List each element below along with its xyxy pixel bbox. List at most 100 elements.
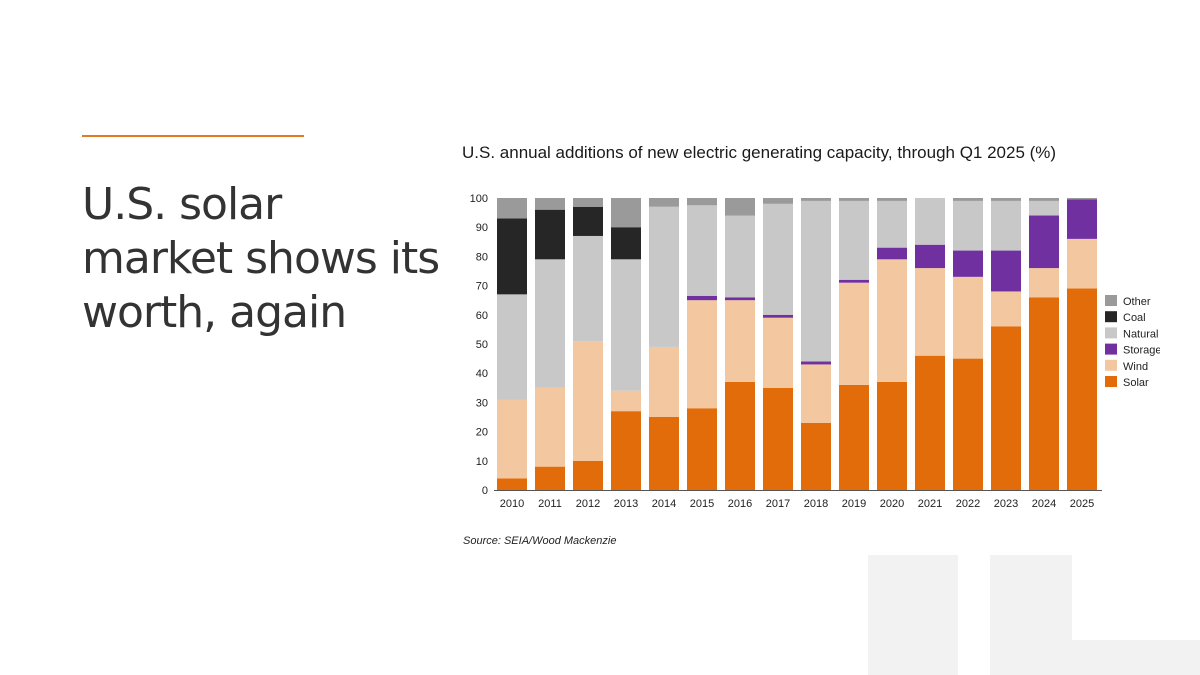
bar-other-2010 bbox=[497, 198, 527, 219]
bar-natural-gas-2014 bbox=[649, 206, 679, 347]
legend: Other Coal Natural gas Storage Wind Solar bbox=[1105, 295, 1160, 389]
legend-label-coal: Coal bbox=[1123, 312, 1146, 324]
bar-natural-gas-2022 bbox=[953, 200, 983, 251]
x-tick-label: 2022 bbox=[956, 498, 980, 510]
y-tick-label: 100 bbox=[470, 193, 488, 205]
bar-natural-gas-2019 bbox=[839, 200, 869, 280]
bar-natural-gas-2020 bbox=[877, 200, 907, 248]
bar-natural-gas-2016 bbox=[725, 215, 755, 298]
bar-storage-2020 bbox=[877, 247, 907, 260]
bar-natural-gas-2013 bbox=[611, 259, 641, 391]
bar-other-2012 bbox=[573, 198, 603, 207]
bar-other-2013 bbox=[611, 198, 641, 228]
bar-wind-2013 bbox=[611, 390, 641, 412]
bar-wind-2010 bbox=[497, 399, 527, 479]
bar-natural-gas-2023 bbox=[991, 200, 1021, 251]
bar-storage-2022 bbox=[953, 250, 983, 277]
bars-group bbox=[497, 198, 1097, 490]
bar-other-2011 bbox=[535, 198, 565, 210]
bar-other-2023 bbox=[991, 198, 1021, 201]
x-tick-label: 2014 bbox=[652, 498, 676, 510]
bar-other-2015 bbox=[687, 198, 717, 206]
y-tick-label: 90 bbox=[476, 222, 488, 234]
chart-title: U.S. annual additions of new electric ge… bbox=[462, 143, 1057, 162]
bar-natural-gas-2012 bbox=[573, 235, 603, 342]
legend-swatch-solar bbox=[1105, 376, 1117, 387]
x-tick-label: 2012 bbox=[576, 498, 600, 510]
bar-storage-2023 bbox=[991, 250, 1021, 292]
bar-wind-2021 bbox=[915, 268, 945, 356]
y-tick-label: 60 bbox=[476, 310, 488, 322]
bar-wind-2023 bbox=[991, 291, 1021, 327]
bar-solar-2010 bbox=[497, 478, 527, 490]
x-tick-label: 2025 bbox=[1070, 498, 1094, 510]
y-axis: 0 10 20 30 40 50 60 70 80 90 100 bbox=[470, 193, 488, 497]
title-accent-line bbox=[82, 135, 304, 137]
decor-inner-white bbox=[1072, 555, 1200, 640]
bar-wind-2025 bbox=[1067, 238, 1097, 289]
bar-solar-2021 bbox=[915, 355, 945, 490]
x-tick-label: 2018 bbox=[804, 498, 828, 510]
slide-title: U.S. solar market shows its worth, again bbox=[82, 179, 440, 338]
bar-other-2024 bbox=[1029, 198, 1059, 201]
bar-solar-2013 bbox=[611, 411, 641, 490]
legend-swatch-other bbox=[1105, 295, 1117, 306]
y-tick-label: 40 bbox=[476, 368, 488, 380]
y-tick-label: 70 bbox=[476, 281, 488, 293]
bar-solar-2024 bbox=[1029, 297, 1059, 490]
bar-wind-2022 bbox=[953, 276, 983, 359]
stacked-bar-chart: 0 10 20 30 40 50 60 70 80 90 100 2010 2011 2012 2013 2… bbox=[470, 193, 1160, 510]
bar-solar-2018 bbox=[801, 422, 831, 490]
legend-label-other: Other bbox=[1123, 296, 1151, 308]
bar-natural-gas-2021 bbox=[915, 198, 945, 245]
bar-coal-2011 bbox=[535, 209, 565, 260]
bar-solar-2011 bbox=[535, 466, 565, 490]
bar-natural-gas-2015 bbox=[687, 205, 717, 296]
x-tick-label: 2011 bbox=[538, 498, 562, 510]
x-tick-label: 2019 bbox=[842, 498, 866, 510]
legend-swatch-wind bbox=[1105, 359, 1117, 371]
bar-wind-2024 bbox=[1029, 268, 1059, 298]
y-tick-label: 50 bbox=[476, 339, 488, 351]
legend-label-wind: Wind bbox=[1123, 361, 1148, 373]
decor-block-left bbox=[868, 555, 958, 675]
x-tick-label: 2023 bbox=[994, 498, 1018, 510]
bar-coal-2012 bbox=[573, 206, 603, 236]
bar-storage-2015 bbox=[687, 295, 717, 301]
bar-wind-2014 bbox=[649, 346, 679, 417]
bar-storage-2024 bbox=[1029, 215, 1059, 269]
chart-source: Source: SEIA/Wood Mackenzie bbox=[463, 535, 617, 547]
y-tick-label: 20 bbox=[476, 427, 488, 439]
bar-storage-2019 bbox=[839, 279, 869, 283]
bar-solar-2020 bbox=[877, 381, 907, 490]
y-tick-label: 0 bbox=[482, 485, 488, 497]
bar-coal-2010 bbox=[497, 218, 527, 295]
x-tick-label: 2010 bbox=[500, 498, 524, 510]
x-tick-label: 2021 bbox=[918, 498, 942, 510]
legend-swatch-coal bbox=[1105, 311, 1117, 323]
y-tick-label: 80 bbox=[476, 251, 488, 263]
bar-solar-2014 bbox=[649, 417, 679, 490]
bar-wind-2015 bbox=[687, 300, 717, 409]
x-axis: 2010 2011 2012 2013 2014 2015 2016 2017 2018 2019… bbox=[494, 490, 1102, 510]
legend-swatch-natural-gas bbox=[1105, 327, 1117, 339]
y-tick-label: 30 bbox=[476, 397, 488, 409]
legend-swatch-storage bbox=[1105, 343, 1117, 355]
x-tick-label: 2020 bbox=[880, 498, 904, 510]
bar-solar-2022 bbox=[953, 358, 983, 490]
bar-other-2019 bbox=[839, 198, 869, 201]
bar-solar-2017 bbox=[763, 387, 793, 490]
bar-storage-2016 bbox=[725, 297, 755, 301]
bar-natural-gas-2024 bbox=[1029, 200, 1059, 216]
x-tick-label: 2013 bbox=[614, 498, 638, 510]
bar-other-2022 bbox=[953, 198, 983, 201]
bar-solar-2019 bbox=[839, 384, 869, 490]
bar-wind-2018 bbox=[801, 364, 831, 423]
bar-solar-2016 bbox=[725, 381, 755, 490]
bar-other-2014 bbox=[649, 198, 679, 207]
y-tick-label: 10 bbox=[476, 456, 488, 468]
bar-other-2020 bbox=[877, 198, 907, 201]
legend-label-storage: Storage bbox=[1123, 345, 1160, 357]
bar-solar-2015 bbox=[687, 408, 717, 490]
bar-other-2016 bbox=[725, 198, 755, 216]
